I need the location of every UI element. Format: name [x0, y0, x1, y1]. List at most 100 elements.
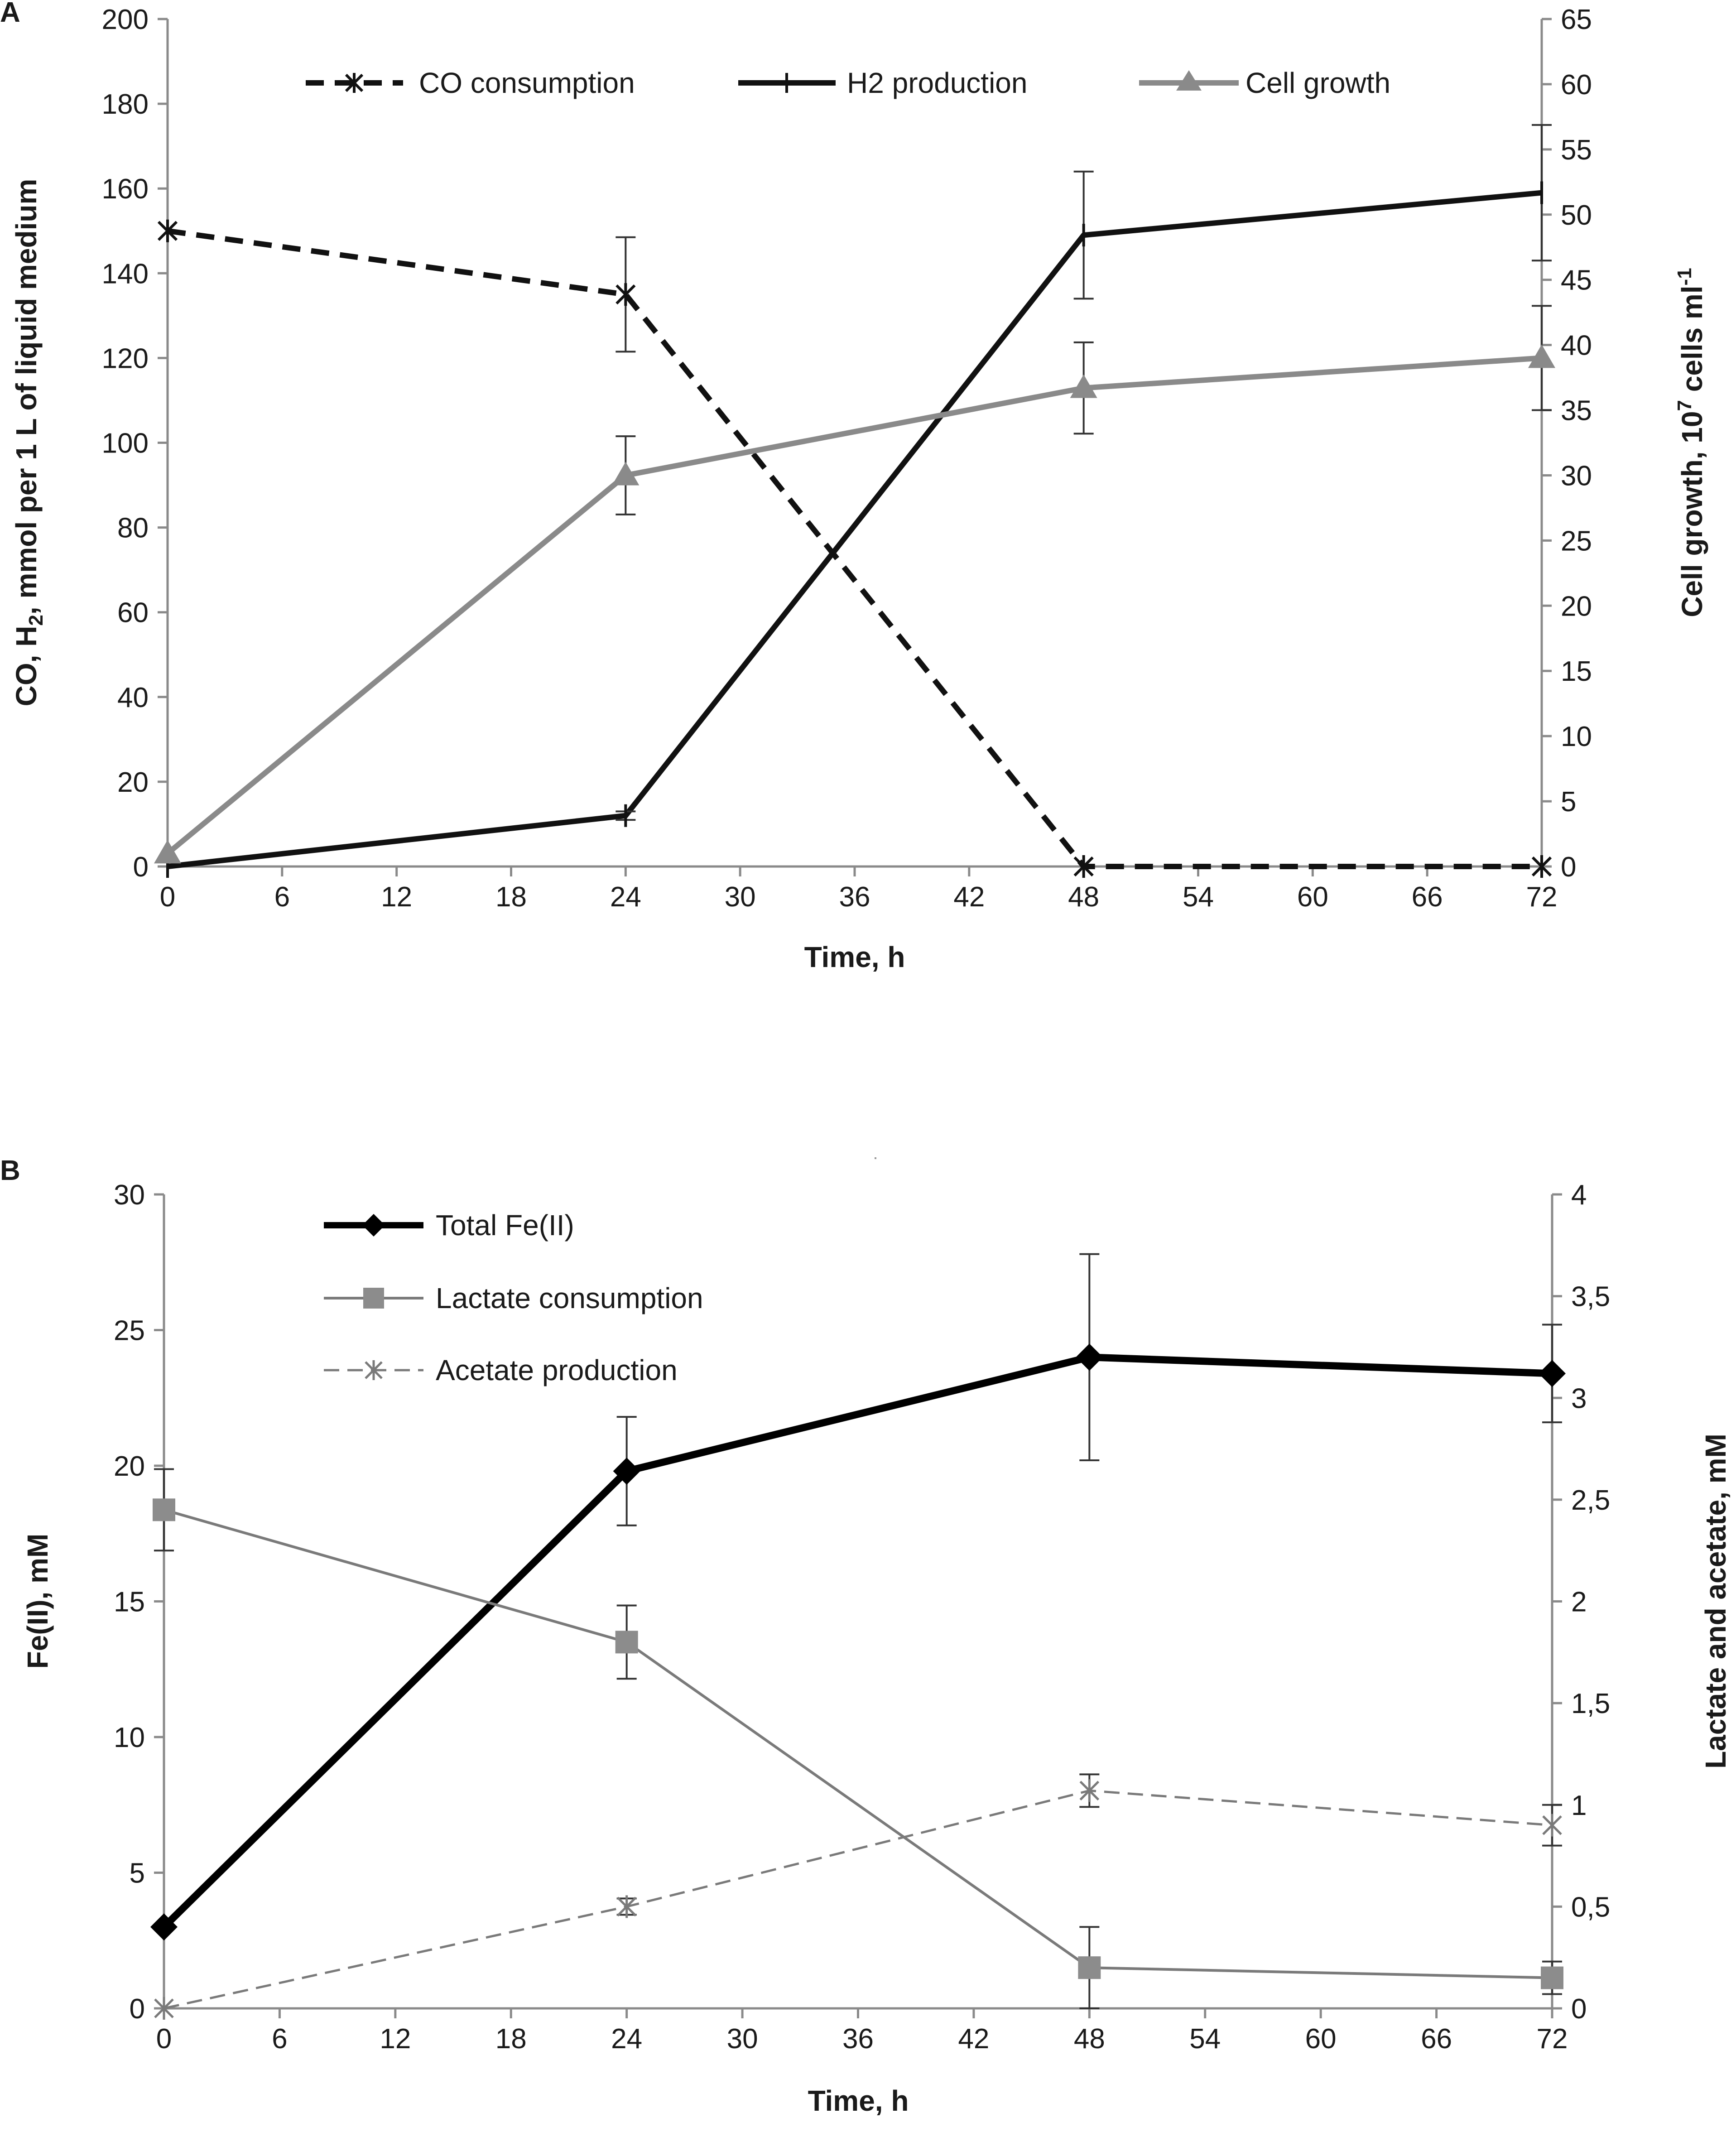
panel-a-x-axis-title: Time, h: [804, 941, 905, 973]
panel-a-left-tick-label: 200: [102, 4, 149, 35]
panel-a-x-tick-label: 12: [381, 881, 412, 913]
panel-a-co-consumption-line: [167, 228, 1542, 869]
panel-b-total-fe-ii-point: [1539, 1360, 1566, 1387]
panel-b-left-tick-label: 20: [114, 1451, 145, 1482]
panel-b-left-tick-label: 10: [114, 1722, 145, 1753]
panel-b-x-tick-label: 48: [1074, 2023, 1105, 2055]
panel-a-co-consumption-point-stroke: [157, 221, 178, 241]
panel-a-right-tick-label: 50: [1561, 200, 1592, 231]
panel-a-co-consumption-point-stroke: [616, 284, 636, 305]
panel-b-lactate-consumption-line: [164, 1508, 1553, 1979]
panel-b-total-fe-ii-point: [1076, 1343, 1103, 1371]
panel-b-x-tick-label: 18: [495, 2023, 527, 2055]
legend-acetate-production-marker: [365, 1360, 383, 1380]
legend-total-fe: Total Fe(II): [324, 1209, 574, 1242]
panel-a-x-tick-label: 30: [725, 881, 756, 913]
panel-b-right-tick-label: 2: [1571, 1587, 1587, 1618]
panel-a-co-consumption-point: [616, 283, 636, 306]
panel-b-legend: Total Fe(II) Lactate consumption Acetate…: [324, 1209, 703, 1386]
panel-b-right-axis-title: Lactate and acetate, mM: [1699, 1434, 1732, 1769]
panel-b-x-tick-label: 72: [1537, 2023, 1568, 2055]
panel-b-x-tick-label: 42: [958, 2023, 989, 2055]
panel-b-lactate-consumption-point: [1078, 1956, 1101, 1979]
panel-a-right-title-superscript-1: 7: [1673, 400, 1696, 411]
panel-a-left-tick-label: 20: [117, 767, 149, 798]
panel-a-x-tick-label: 54: [1183, 881, 1214, 913]
panel-b-right-tick-label: 0: [1571, 1993, 1587, 2025]
panel-b-acetate-production-point-stroke: [616, 1896, 637, 1917]
panel-a-cell-growth-point: [154, 840, 181, 864]
panel-a-x-tick-label: 60: [1297, 881, 1328, 913]
panel-a-right-tick-label: 30: [1561, 460, 1592, 491]
panel-a-right-title-part-1: Cell growth, 10: [1676, 411, 1708, 617]
panel-a-co-consumption-point: [157, 219, 178, 242]
legend-total-fe-label: Total Fe(II): [436, 1209, 574, 1242]
panel-b-total-fe-ii-point: [613, 1457, 640, 1485]
panel-b-x-axis-title: Time, h: [808, 2084, 909, 2117]
panel-b-acetate-production-line: [164, 1789, 1553, 2010]
panel-b-chart: B 0 6 12 18 24 30 36 42 48 54 60 66 7205101520253000…: [0, 1155, 1732, 2117]
panel-a-left-title-part-2: , mmol per 1 L of liquid medium: [10, 179, 43, 615]
legend-h2-production: H2 production: [738, 67, 1027, 99]
panel-a-right-tick-label: 60: [1561, 69, 1592, 101]
panel-a-left-tick-label: 140: [102, 258, 149, 289]
legend-acetate-production-label: Acetate production: [436, 1354, 678, 1386]
panel-b-x-tick-label: 54: [1189, 2023, 1221, 2055]
panel-b-left-tick-label: 0: [130, 1993, 145, 2025]
panel-a-x-tick-label: 42: [953, 881, 985, 913]
panel-a-right-tick-label: 45: [1561, 265, 1592, 296]
panel-a-legend: CO consumption H2 production Cell growth: [306, 67, 1390, 99]
panel-b-right-tick-label: 0,5: [1571, 1892, 1610, 1923]
legend-lactate-consumption-label: Lactate consumption: [436, 1282, 703, 1314]
panel-a-x-tick-label: 6: [274, 881, 290, 913]
panel-a-chart: A 0 6 12 18 24 30 36 42 48 54 60 66 7202040608010012…: [0, 0, 1708, 973]
panel-a-left-title-part-1: CO, H: [10, 626, 43, 707]
panel-a-right-title-part-2: cells ml: [1676, 285, 1708, 400]
panel-a-co-consumption-series: [157, 219, 1552, 878]
panel-b-acetate-production-point-stroke: [154, 1998, 174, 2018]
panel-b-x-tick-label: 12: [380, 2023, 411, 2055]
panel-b-acetate-production-point-stroke: [1542, 1815, 1562, 1835]
panel-a-left-tick-label: 180: [102, 89, 149, 120]
panel-a-left-tick-label: 120: [102, 343, 149, 374]
panel-a-right-tick-label: 40: [1561, 330, 1592, 361]
panel-a-x-tick-label: 72: [1526, 881, 1558, 913]
panel-a-cell-growth-point: [1528, 344, 1555, 368]
panel-a-x-tick-label: 48: [1068, 881, 1099, 913]
panel-b-acetate-production-point: [154, 1997, 174, 2020]
panel-a-right-tick-label: 10: [1561, 721, 1592, 752]
panel-a-h2-production-series: [166, 124, 1552, 878]
panel-b-left-tick-label: 5: [130, 1858, 145, 1889]
legend-co-consumption-marker: [345, 73, 364, 93]
panel-b-lactate-consumption-point: [615, 1631, 638, 1654]
panel-a-right-tick-label: 35: [1561, 395, 1592, 427]
panel-b-lactate-consumption-point: [153, 1498, 175, 1521]
panel-a-co-consumption-point-stroke: [1531, 856, 1552, 877]
panel-a-right-tick-label: 65: [1561, 4, 1592, 35]
panel-b-x-tick-label: 24: [611, 2023, 642, 2055]
panel-a-co-consumption-point: [1073, 855, 1094, 878]
panel-a-co-consumption-point: [1531, 855, 1552, 878]
panel-a-h2-production-line: [167, 190, 1542, 869]
panel-a-left-axis-title: CO, H2, mmol per 1 L of liquid medium: [10, 179, 47, 707]
panel-a-tick-labels: 0 6 12 18 24 30 36 42 48 54 60 66 720204060801001201…: [102, 4, 1592, 913]
panel-b-x-tick-label: 36: [842, 2023, 874, 2055]
panel-a-left-tick-label: 80: [117, 513, 149, 544]
panel-a-left-tick-label: 0: [133, 852, 149, 883]
panel-a-right-tick-label: 15: [1561, 656, 1592, 687]
panel-a-x-tick-label: 18: [495, 881, 527, 913]
panel-b-tick-marks: [154, 1193, 1562, 2018]
panel-b-lactate-consumption-series: [153, 1468, 1563, 2009]
legend-lactate-consumption-marker: [363, 1288, 384, 1309]
panel-b-acetate-production-point: [1542, 1814, 1562, 1837]
panel-b-acetate-production-point-stroke: [1079, 1781, 1100, 1801]
panel-a-letter: A: [0, 0, 20, 28]
panel-a-left-tick-label: 100: [102, 428, 149, 459]
panel-a-x-tick-label: 0: [160, 881, 175, 913]
panel-a-left-tick-label: 160: [102, 173, 149, 205]
panel-b-left-axis-title: Fe(II), mM: [21, 1534, 54, 1669]
panel-a-right-axis-title: Cell growth, 107 cells ml-1: [1673, 268, 1708, 617]
legend-total-fe-marker: [362, 1214, 385, 1237]
legend-h2-production-label: H2 production: [847, 67, 1027, 99]
